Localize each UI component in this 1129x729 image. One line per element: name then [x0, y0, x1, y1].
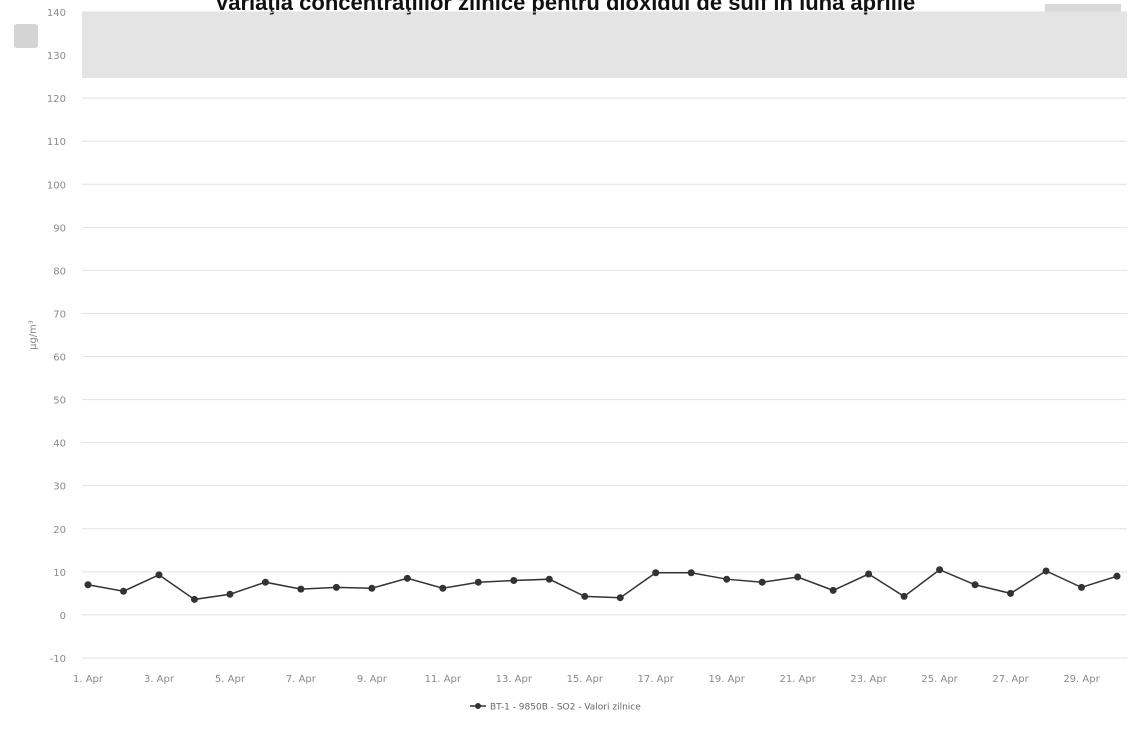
data-point — [332, 583, 340, 591]
data-point — [616, 594, 624, 602]
data-point — [119, 587, 127, 595]
data-point — [190, 595, 198, 603]
x-tick-label: 9. Apr — [357, 674, 388, 685]
y-axis-title: µg/m³ — [28, 320, 39, 350]
y-tick-label: 20 — [53, 525, 66, 536]
y-tick-label: 30 — [53, 482, 66, 493]
y-tick-label: 100 — [47, 180, 66, 191]
data-point — [723, 575, 731, 583]
x-tick-label: 23. Apr — [850, 674, 887, 685]
data-point — [581, 592, 589, 600]
y-tick-label: 90 — [53, 223, 66, 234]
data-point — [403, 574, 411, 582]
top-band — [82, 12, 1127, 78]
data-point — [261, 578, 269, 586]
y-tick-label: -10 — [50, 654, 66, 665]
chart-title: Variaţia concentraţiilor zilnice pentru … — [215, 0, 915, 15]
y-tick-label: 110 — [47, 137, 66, 148]
data-point — [226, 590, 234, 598]
y-tick-label: 70 — [53, 309, 66, 320]
y-tick-label: 120 — [47, 94, 66, 105]
data-point — [368, 584, 376, 592]
y-tick-label: 40 — [53, 439, 66, 450]
data-point — [687, 569, 695, 577]
y-tick-label: 140 — [47, 8, 66, 19]
data-point — [155, 571, 163, 579]
menu-button[interactable] — [14, 24, 38, 48]
x-tick-label: 25. Apr — [921, 674, 958, 685]
series-line — [87, 568, 1118, 601]
data-point — [1042, 567, 1050, 575]
data-point — [439, 584, 447, 592]
data-point — [865, 570, 873, 578]
legend: BT-1 - 9850B - SO2 - Valori zilnice — [470, 703, 641, 713]
legend-label: BT-1 - 9850B - SO2 - Valori zilnice — [490, 703, 641, 713]
x-tick-label: 1. Apr — [73, 674, 104, 685]
x-tick-label: 29. Apr — [1063, 674, 1100, 685]
x-tick-label: 11. Apr — [425, 674, 462, 685]
x-tick-label: 13. Apr — [496, 674, 533, 685]
data-point — [545, 575, 553, 583]
data-point — [758, 578, 766, 586]
data-point — [84, 581, 92, 589]
x-tick-label: 17. Apr — [638, 674, 675, 685]
data-point — [1078, 583, 1086, 591]
x-tick-label: 15. Apr — [567, 674, 604, 685]
y-tick-label: 60 — [53, 353, 66, 364]
y-tick-label: 50 — [53, 396, 66, 407]
x-tick-label: 21. Apr — [779, 674, 816, 685]
x-tick-label: 3. Apr — [144, 674, 175, 685]
data-point — [829, 586, 837, 594]
x-tick-label: 19. Apr — [708, 674, 745, 685]
data-point — [971, 581, 979, 589]
data-point — [794, 573, 802, 581]
y-tick-label: 80 — [53, 266, 66, 277]
legend-marker — [475, 703, 481, 709]
y-tick-label: 10 — [53, 568, 66, 579]
data-point — [297, 585, 305, 593]
y-tick-label: 130 — [47, 51, 66, 62]
x-tick-label: 27. Apr — [992, 674, 1029, 685]
data-point — [474, 578, 482, 586]
y-tick-label: 0 — [60, 611, 66, 622]
x-tick-label: 5. Apr — [215, 674, 246, 685]
export-menu[interactable] — [1045, 4, 1121, 12]
data-point — [936, 566, 944, 574]
data-point — [1113, 572, 1121, 580]
data-point — [652, 569, 660, 577]
data-point — [510, 576, 518, 584]
x-tick-label: 7. Apr — [286, 674, 317, 685]
data-point — [900, 592, 908, 600]
data-point — [1007, 589, 1015, 597]
